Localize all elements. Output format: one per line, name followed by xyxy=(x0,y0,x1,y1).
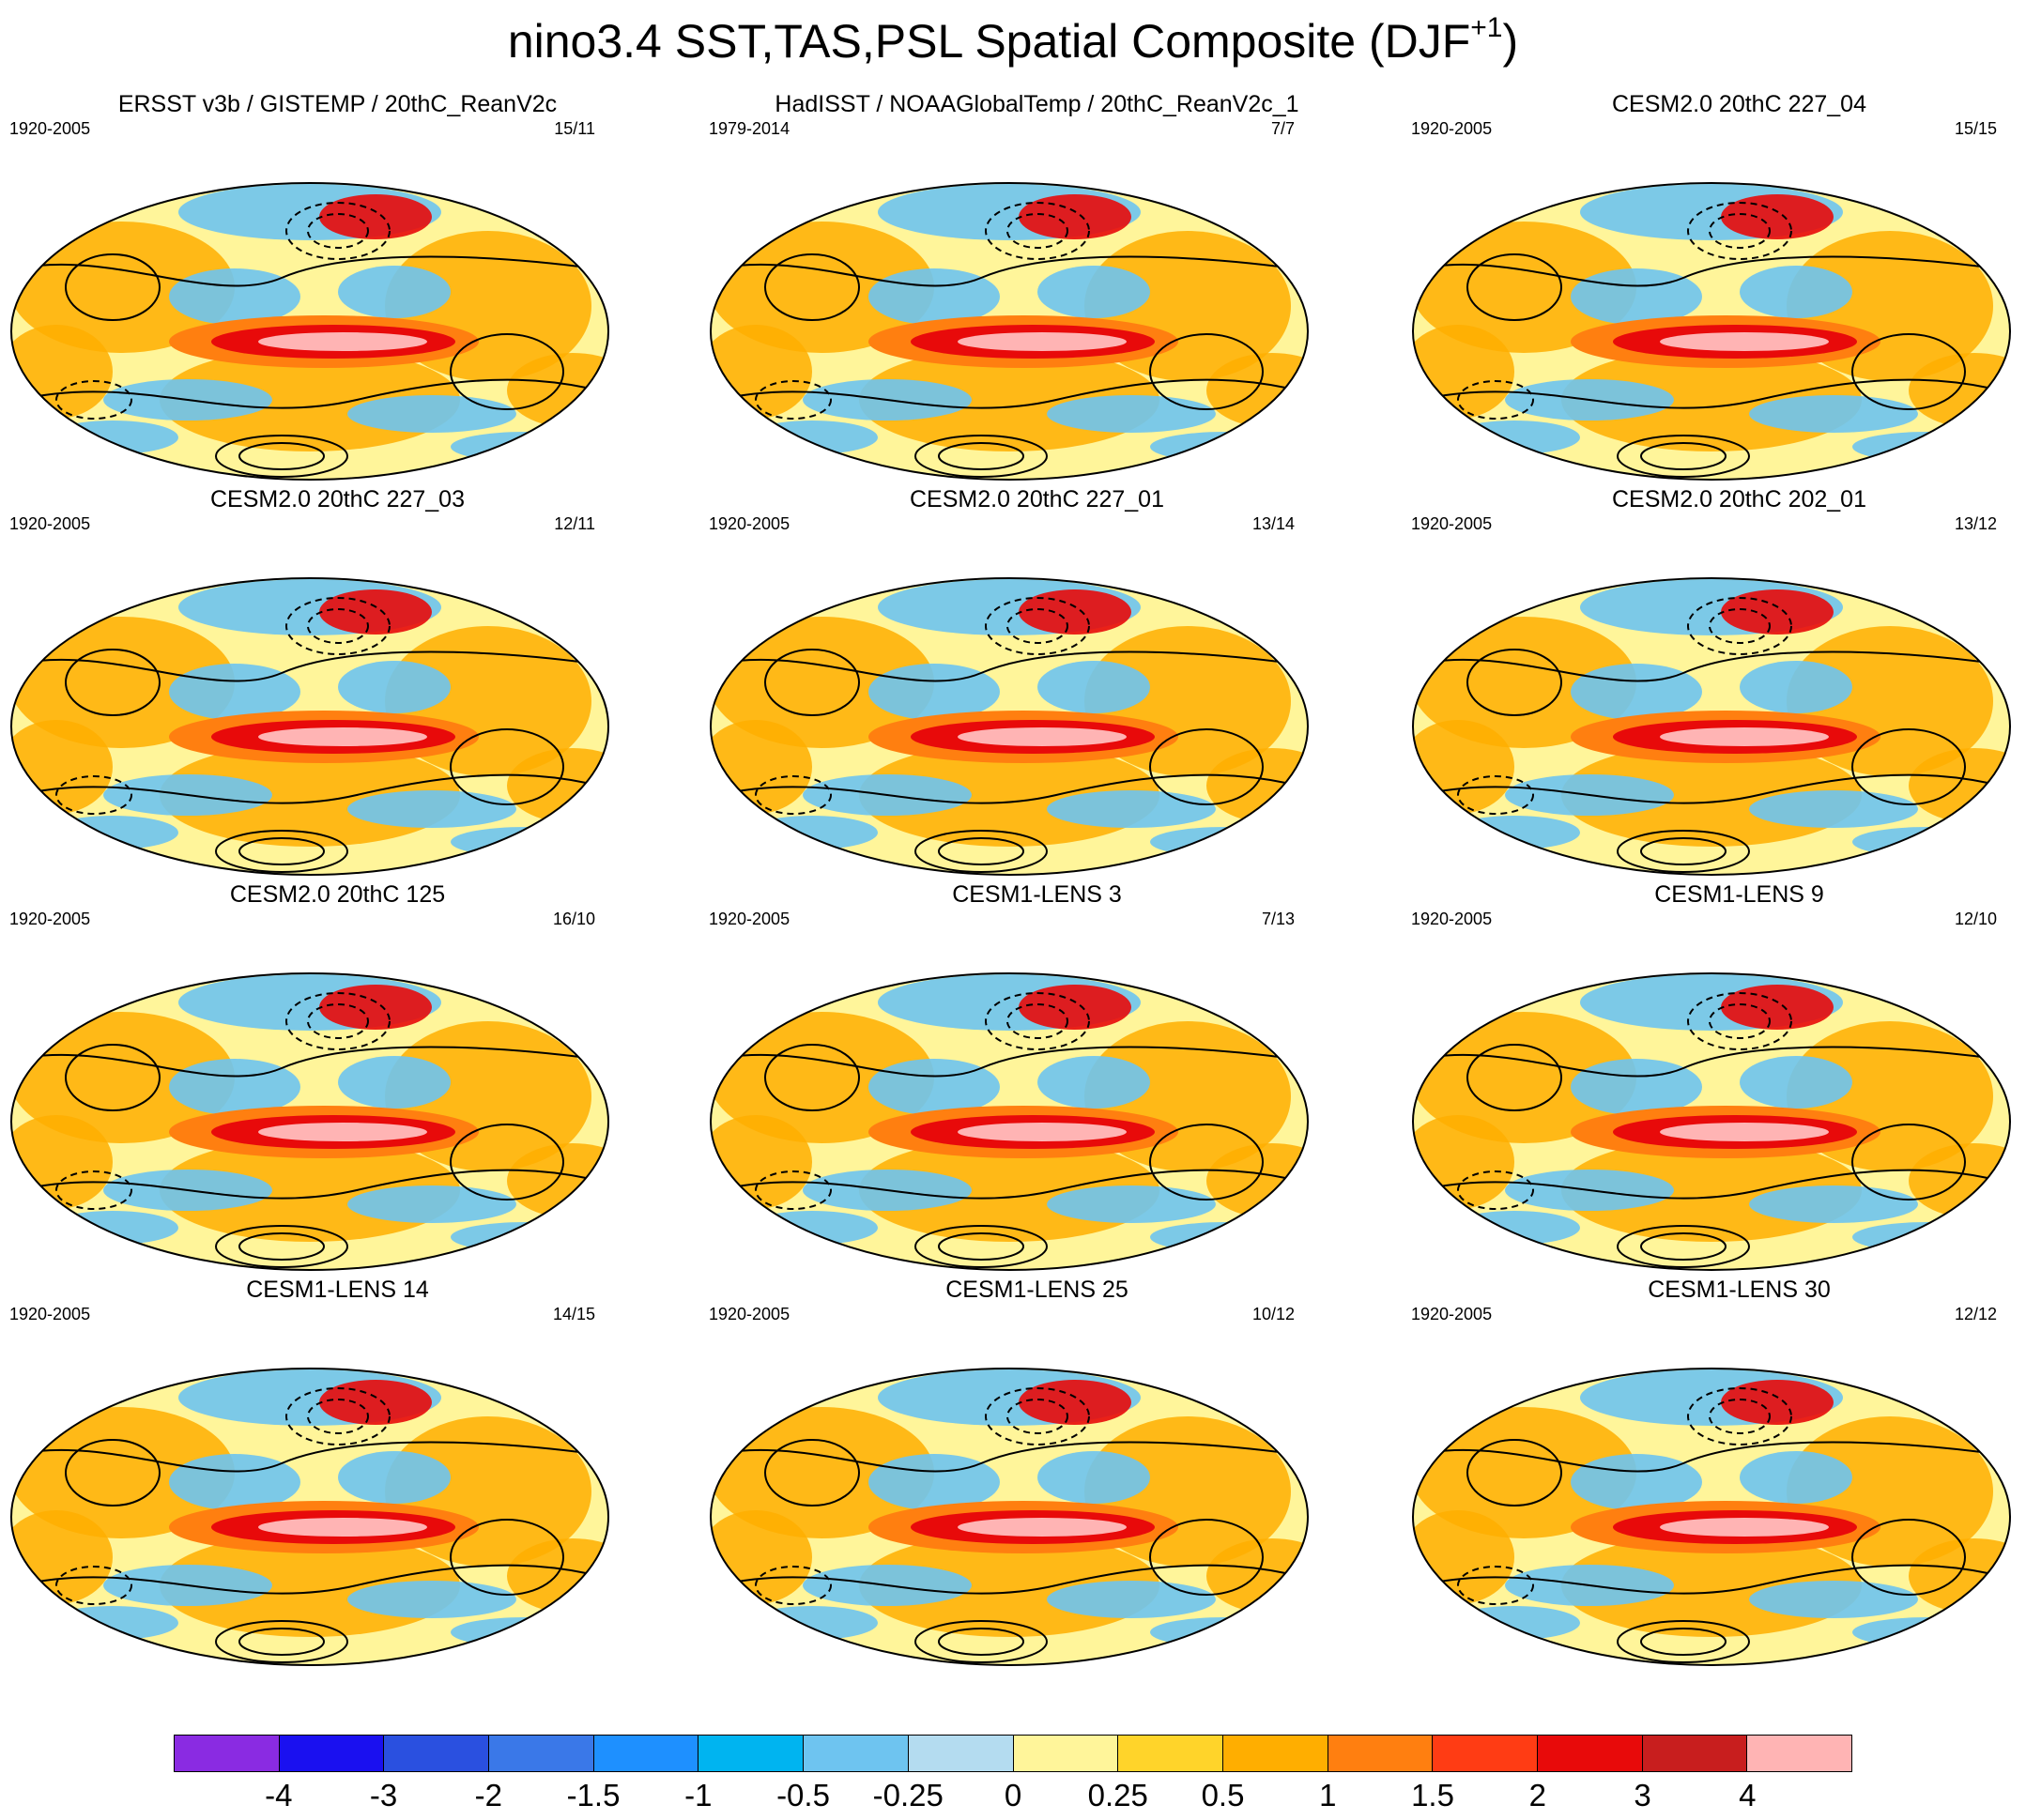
panel-event-count: 15/15 xyxy=(1954,119,1997,138)
panel-period: 1920-2005 xyxy=(9,910,91,928)
colorbar-box xyxy=(1328,1736,1434,1771)
panel-title: CESM1-LENS 30 xyxy=(1648,1277,1831,1303)
panel-title: CESM1-LENS 14 xyxy=(246,1277,429,1303)
composite-map xyxy=(1412,182,2011,481)
panel-period: 1920-2005 xyxy=(709,1305,790,1323)
panel-period: 1920-2005 xyxy=(1411,1305,1493,1323)
panel-period: 1920-2005 xyxy=(1411,910,1493,928)
composite-map xyxy=(710,577,1309,876)
panel-title: CESM2.0 20thC 227_01 xyxy=(909,486,1164,512)
map-panel: CESM2.0 20thC 202_01 1920-2005 13/12 xyxy=(1402,485,2026,879)
map-panel: CESM2.0 20thC 125 1920-2005 16/10 xyxy=(0,880,675,1275)
map-panel: CESM1-LENS 3 1920-2005 7/13 xyxy=(699,880,1374,1275)
colorbar-box xyxy=(1433,1736,1538,1771)
composite-map xyxy=(1412,1368,2011,1666)
colorbar-tick-label: -1 xyxy=(684,1778,713,1812)
panel-event-count: 15/11 xyxy=(554,119,595,138)
panel-title: CESM2.0 20thC 227_03 xyxy=(209,486,465,512)
panel-period: 1920-2005 xyxy=(9,1305,91,1323)
map-panel: CESM2.0 20thC 227_03 1920-2005 12/11 xyxy=(0,485,675,879)
panel-title: ERSST v3b / GISTEMP / 20thC_ReanV2c xyxy=(117,91,558,117)
colorbar-box xyxy=(1118,1736,1223,1771)
colorbar-tick-label: 1.5 xyxy=(1411,1778,1454,1812)
panel-title: CESM2.0 20thC 227_04 xyxy=(1611,91,1866,117)
panel-event-count: 14/15 xyxy=(552,1305,595,1323)
colorbar-tick-label: 1 xyxy=(1319,1778,1337,1812)
composite-map xyxy=(1412,577,2011,876)
figure-title-superscript: +1 xyxy=(1470,12,1503,43)
colorbar-tick-label: -0.5 xyxy=(776,1778,830,1812)
colorbar-box xyxy=(175,1736,280,1771)
panel-event-count: 13/14 xyxy=(1251,514,1295,533)
map-panel: CESM1-LENS 14 1920-2005 14/15 xyxy=(0,1276,675,1670)
composite-map xyxy=(10,182,609,481)
composite-map xyxy=(710,972,1309,1271)
panel-title: CESM1-LENS 3 xyxy=(952,881,1122,908)
figure-title-text: nino3.4 SST,TAS,PSL Spatial Composite (D… xyxy=(507,15,1471,68)
map-panel: HadISST / NOAAGlobalTemp / 20thC_ReanV2c… xyxy=(699,90,1374,484)
composite-map xyxy=(10,972,609,1271)
panel-period: 1920-2005 xyxy=(1411,119,1493,138)
colorbar-box xyxy=(1537,1736,1643,1771)
colorbar-tick-label: 0 xyxy=(1004,1778,1022,1812)
map-panel: CESM2.0 20thC 227_04 1920-2005 15/15 xyxy=(1402,90,2026,484)
colorbar-tick-label: -1.5 xyxy=(566,1778,621,1812)
colorbar-tick-label: -4 xyxy=(265,1778,293,1812)
panel-title: CESM1-LENS 9 xyxy=(1654,881,1824,908)
composite-map xyxy=(10,577,609,876)
map-panel: ERSST v3b / GISTEMP / 20thC_ReanV2c 1920-… xyxy=(0,90,675,484)
colorbar-box xyxy=(593,1736,699,1771)
colorbar-box xyxy=(908,1736,1014,1771)
map-panel: CESM2.0 20thC 227_01 1920-2005 13/14 xyxy=(699,485,1374,879)
panel-period: 1920-2005 xyxy=(709,514,790,533)
panel-event-count: 13/12 xyxy=(1954,514,1997,533)
panel-event-count: 10/12 xyxy=(1251,1305,1295,1323)
composite-map xyxy=(710,182,1309,481)
colorbar-tick-label: 4 xyxy=(1739,1778,1757,1812)
panel-period: 1920-2005 xyxy=(1411,514,1493,533)
colorbar-tick-label: -2 xyxy=(474,1778,502,1812)
colorbar-tick-label: -0.25 xyxy=(872,1778,944,1812)
colorbar-tick-label: 0.5 xyxy=(1201,1778,1245,1812)
panel-event-count: 12/12 xyxy=(1954,1305,1997,1323)
colorbar-box xyxy=(1642,1736,1748,1771)
colorbar-tick-label: 0.25 xyxy=(1087,1778,1148,1812)
panel-period: 1920-2005 xyxy=(709,910,790,928)
colorbar-box xyxy=(384,1736,490,1771)
panel-event-count: 12/10 xyxy=(1954,910,1997,928)
panel-event-count: 12/11 xyxy=(554,514,595,533)
panel-event-count: 7/7 xyxy=(1270,119,1295,138)
panel-period: 1920-2005 xyxy=(9,514,91,533)
colorbar-box xyxy=(279,1736,385,1771)
colorbar-tick-label: -3 xyxy=(369,1778,398,1812)
composite-map xyxy=(710,1368,1309,1666)
colorbar-box xyxy=(1013,1736,1119,1771)
panel-title: CESM2.0 20thC 125 xyxy=(229,881,446,908)
colorbar-box xyxy=(698,1736,805,1771)
panel-event-count: 7/13 xyxy=(1261,910,1295,928)
figure-title-end: ) xyxy=(1502,15,1519,68)
figure-title: nino3.4 SST,TAS,PSL Spatial Composite (D… xyxy=(0,13,2026,69)
panel-period: 1920-2005 xyxy=(9,119,91,138)
composite-map xyxy=(1412,972,2011,1271)
composite-map xyxy=(10,1368,609,1666)
panel-period: 1979-2014 xyxy=(709,119,790,138)
panel-title: HadISST / NOAAGlobalTemp / 20thC_ReanV2c… xyxy=(775,91,1299,117)
map-panel: CESM1-LENS 25 1920-2005 10/12 xyxy=(699,1276,1374,1670)
panel-title: CESM2.0 20thC 202_01 xyxy=(1611,486,1866,512)
colorbar-box xyxy=(1222,1736,1328,1771)
map-panel: CESM1-LENS 30 1920-2005 12/12 xyxy=(1402,1276,2026,1670)
colorbar-tick-label: 3 xyxy=(1634,1778,1651,1812)
colorbar-tick-label: 2 xyxy=(1528,1778,1546,1812)
colorbar-box xyxy=(1747,1736,1851,1771)
colorbar-box xyxy=(489,1736,594,1771)
map-panel: CESM1-LENS 9 1920-2005 12/10 xyxy=(1402,880,2026,1275)
colorbar-box xyxy=(804,1736,909,1771)
colorbar xyxy=(174,1735,1852,1772)
panel-title: CESM1-LENS 25 xyxy=(945,1277,1128,1303)
panel-event-count: 16/10 xyxy=(552,910,595,928)
